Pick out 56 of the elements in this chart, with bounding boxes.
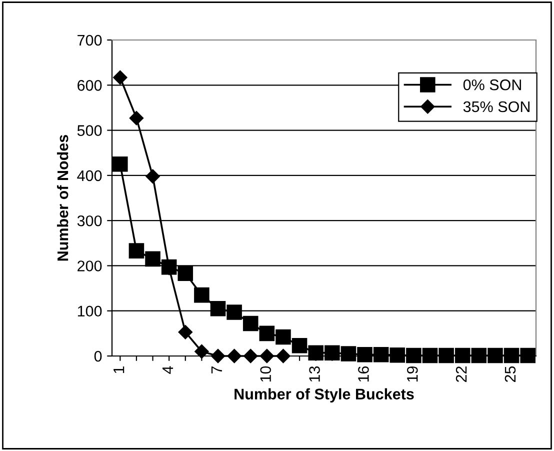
point (422, 348, 438, 364)
point (276, 329, 291, 345)
point (438, 348, 454, 364)
y-tick-label: 600 (78, 80, 102, 91)
point (324, 345, 340, 360)
x-tick-label: 19 (406, 366, 418, 382)
point (454, 348, 470, 364)
point (520, 348, 536, 364)
x-tick-label: 25 (504, 366, 516, 382)
point (244, 348, 258, 364)
point (129, 111, 144, 126)
point (308, 345, 324, 360)
point (406, 348, 422, 364)
point (178, 266, 194, 282)
point (292, 338, 308, 354)
y-tick-label: 300 (77, 215, 102, 226)
point (113, 70, 128, 85)
x-axis-title: Number of Style Buckets (234, 388, 414, 403)
point (373, 347, 389, 362)
y-tick-label: 0 (94, 350, 102, 362)
x-tick-label: 1 (114, 366, 124, 374)
point (178, 324, 192, 340)
point (128, 243, 144, 258)
point (146, 169, 160, 184)
point (227, 348, 242, 364)
point (210, 348, 226, 364)
point (226, 304, 242, 320)
x-tick-label: 22 (456, 366, 467, 382)
x-tick-label: 16 (358, 366, 369, 382)
y-tick-label: 200 (78, 260, 102, 272)
point (504, 348, 520, 364)
x-tick-label: 13 (309, 366, 320, 382)
point (259, 326, 275, 342)
x-tick-label: 7 (211, 366, 222, 374)
point (194, 287, 210, 303)
point (488, 348, 503, 364)
point (390, 347, 406, 363)
point (357, 347, 372, 362)
point (340, 346, 356, 362)
y-tick-label: 100 (78, 306, 102, 317)
x-tick-label: 4 (162, 366, 174, 374)
point (471, 348, 487, 364)
y-axis-title: Number of Nodes (56, 134, 68, 261)
legend-label: 0% SON (463, 79, 521, 90)
point (242, 316, 258, 332)
point (145, 251, 160, 267)
legend-label: 35% SON (463, 101, 530, 112)
point (276, 348, 290, 364)
y-tick-label: 500 (77, 125, 102, 136)
x-tick-label: 10 (260, 366, 272, 382)
point (260, 348, 274, 364)
y-tick-label: 400 (77, 170, 102, 182)
point (112, 156, 128, 172)
y-tick-label: 700 (78, 34, 102, 46)
point (194, 344, 209, 359)
point (210, 300, 226, 316)
